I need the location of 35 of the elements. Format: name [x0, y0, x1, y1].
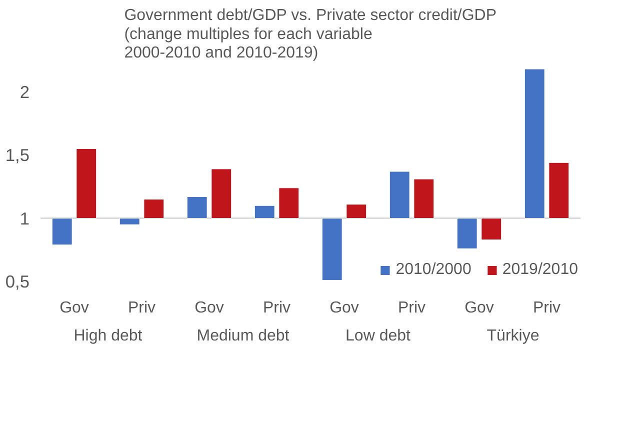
bar: [211, 168, 232, 219]
bar: [389, 171, 410, 219]
chart-title: Government debt/GDP vs. Private sector credit/GDP (change multiples for each variable 2000-2010 and 2010-2019): [124, 7, 497, 62]
bar: [119, 218, 140, 225]
bar: [144, 199, 164, 219]
x-tick-label: Gov: [60, 300, 89, 316]
bar: [548, 162, 570, 219]
bar: [278, 188, 300, 219]
bar: [346, 204, 367, 219]
y-tick-label: 1,5: [5, 145, 30, 166]
bar: [414, 178, 434, 219]
bar: [481, 218, 502, 240]
x-tick-label: Priv: [262, 300, 291, 316]
text: High debt: [74, 328, 143, 344]
bar: [52, 218, 72, 246]
y-tick-label: 2: [20, 82, 30, 102]
x-tick-label: Priv: [398, 300, 426, 316]
bar: [456, 218, 478, 249]
x-tick-label: Priv: [532, 300, 561, 316]
legend-label: 2010/2000: [396, 261, 472, 279]
text: Medium debt: [196, 328, 290, 344]
bar: [524, 68, 545, 219]
bar: [254, 205, 275, 219]
y-tick-label: 1: [20, 208, 30, 228]
x-tick-label: Priv: [128, 300, 156, 316]
text: Türkiye: [486, 328, 540, 344]
legend-label: 2019/2010: [502, 261, 578, 279]
bar: [186, 196, 208, 219]
x-tick-label: Gov: [330, 300, 359, 316]
y-tick-label: 0,5: [5, 272, 30, 292]
x-tick-label: Gov: [194, 300, 224, 316]
x-tick-label: Gov: [464, 300, 494, 316]
text: Low debt: [346, 328, 412, 344]
bar: [76, 148, 97, 219]
bar: [322, 218, 342, 280]
